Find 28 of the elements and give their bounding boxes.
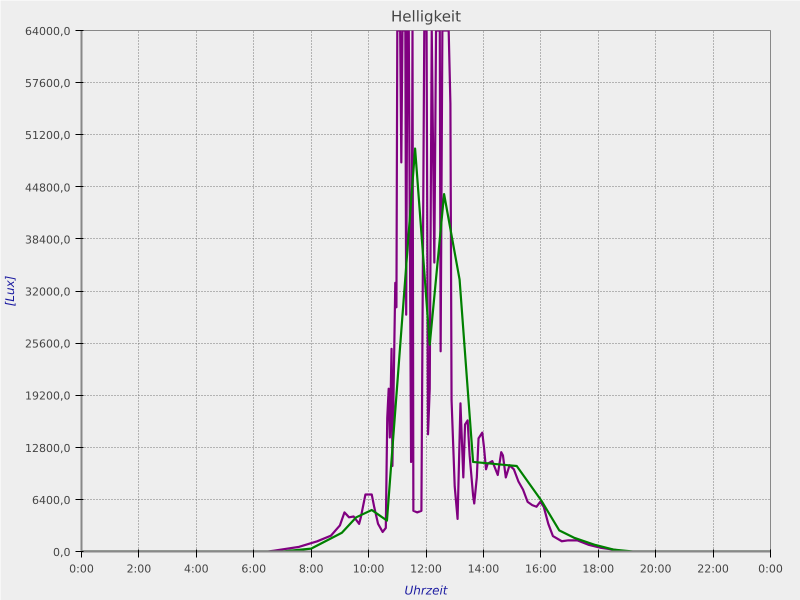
- x-tick-label: 18:00: [582, 562, 614, 576]
- x-tick-label: 4:00: [184, 562, 209, 576]
- y-tick-label: 19200,0: [25, 390, 71, 403]
- x-tick-label: 22:00: [697, 562, 729, 576]
- x-tick-label: 0:00: [69, 562, 94, 576]
- x-tick-label: 20:00: [640, 562, 672, 576]
- y-tick-label: 64000,0: [25, 25, 71, 38]
- y-tick-label: 57600,0: [25, 77, 71, 90]
- y-tick-label: 12800,0: [25, 442, 71, 455]
- y-axis-title: [Lux]: [3, 275, 18, 306]
- y-tick-label: 0,0: [53, 546, 71, 559]
- x-tick-label: 10:00: [352, 562, 384, 576]
- y-tick-label: 44800,0: [25, 181, 71, 194]
- x-tick-label: 2:00: [126, 562, 152, 576]
- x-tick-label: 16:00: [524, 562, 557, 576]
- y-tick-label: 6400,0: [32, 494, 71, 507]
- x-tick-label: 14:00: [468, 562, 500, 576]
- y-tick-label: 51200,0: [25, 129, 71, 142]
- chart-title: Helligkeit: [391, 8, 462, 26]
- y-tick-label: 38400,0: [25, 233, 71, 246]
- x-tick-label: 8:00: [298, 562, 324, 576]
- x-tick-label: 0:00: [758, 562, 783, 576]
- x-tick-label: 12:00: [410, 562, 442, 576]
- x-tick-label: 6:00: [241, 562, 266, 576]
- y-tick-label: 25600,0: [25, 338, 71, 351]
- x-axis-title: Uhrzeit: [404, 584, 449, 598]
- y-tick-label: 32000,0: [25, 286, 71, 298]
- line-series: [82, 30, 770, 552]
